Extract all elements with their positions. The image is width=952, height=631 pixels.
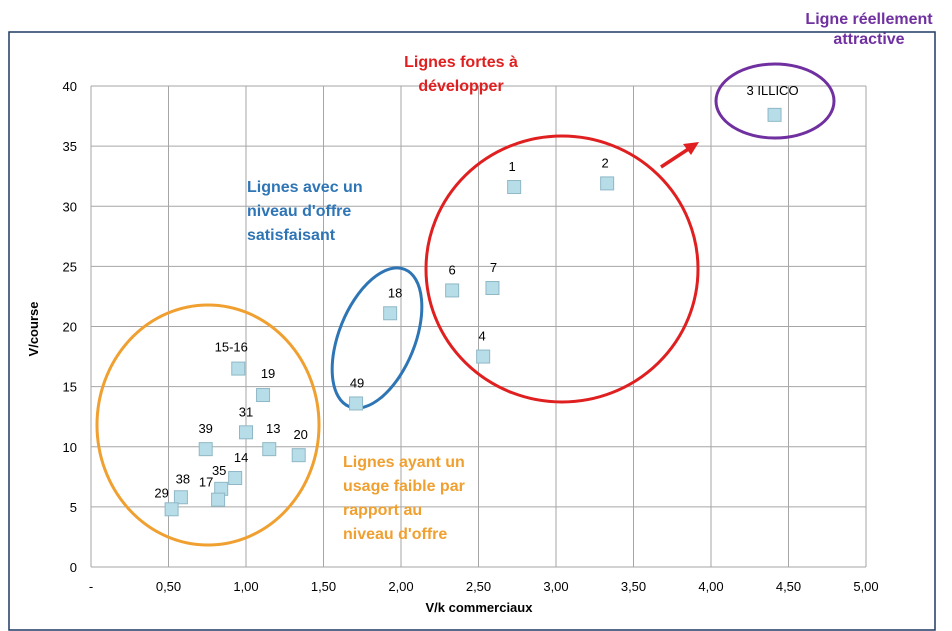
data-point-marker — [164, 502, 179, 517]
y-tick-label: 30 — [63, 199, 77, 214]
group-orange-ellipse — [95, 303, 321, 547]
x-tick-label: 3,00 — [543, 579, 568, 594]
annotation-line: Lignes avec un — [247, 179, 363, 196]
x-axis-title: V/k commerciaux — [426, 600, 534, 615]
data-point-marker — [256, 388, 271, 403]
data-point-label: 39 — [198, 421, 212, 436]
annotation-attractive: Ligne réellement attractive — [805, 11, 933, 48]
x-tick-label: 4,50 — [776, 579, 801, 594]
data-point-marker — [767, 107, 782, 122]
data-point-label: 19 — [261, 366, 275, 381]
x-tick-label: - — [89, 579, 93, 594]
data-point-label: 13 — [266, 421, 280, 436]
data-point-marker — [173, 490, 188, 505]
annotation-line: niveau d'offre — [343, 526, 447, 543]
y-tick-label: 35 — [63, 139, 77, 154]
data-point-marker — [239, 425, 253, 440]
x-tick-label: 2,00 — [388, 579, 413, 594]
data-point-marker — [507, 180, 522, 195]
data-point-marker — [231, 361, 246, 376]
data-point-marker — [211, 492, 226, 507]
y-tick-labels: 0 5 10 15 20 25 30 35 40 — [63, 79, 77, 575]
chart-border — [8, 31, 936, 631]
upgrade-arrow-head — [683, 142, 699, 155]
annotation-line: Ligne réellement — [805, 11, 933, 28]
y-tick-label: 25 — [63, 259, 77, 274]
data-point-marker — [349, 396, 364, 411]
data-point-label: 2 — [602, 155, 609, 170]
annotation-line: rapport au — [343, 502, 422, 519]
data-point-label: 14 — [234, 450, 248, 465]
annotation-line: développer — [418, 78, 503, 95]
annotation-line: niveau d'offre — [247, 203, 351, 220]
y-axis-title: V/course — [26, 302, 41, 357]
data-point-label: 38 — [176, 471, 190, 486]
y-tick-label: 15 — [63, 380, 77, 395]
group-outlines — [95, 62, 836, 547]
data-point-label: 6 — [449, 262, 456, 277]
group-purple-ellipse — [714, 62, 836, 140]
data-point-label: 17 — [199, 475, 213, 490]
data-point-label: 31 — [239, 404, 253, 419]
data-point-marker — [485, 281, 500, 296]
y-tick-label: 0 — [70, 560, 77, 575]
data-point-label: 49 — [350, 375, 364, 390]
data-point-label: 7 — [490, 260, 497, 275]
x-tick-labels: - 0,50 1,00 1,50 2,00 2,50 3,00 3,50 4,00 4,50 5,0… — [89, 579, 879, 594]
annotation-line: attractive — [833, 31, 904, 48]
data-point-label: 3 ILLICO — [747, 83, 799, 98]
data-point-label: 1 — [509, 159, 516, 174]
grid — [90, 85, 867, 568]
x-tick-label: 0,50 — [156, 579, 181, 594]
y-tick-label: 5 — [70, 500, 77, 515]
data-point-marker — [228, 471, 243, 486]
x-tick-label: 3,50 — [621, 579, 646, 594]
x-tick-label: 1,50 — [311, 579, 336, 594]
x-tick-label: 5,00 — [853, 579, 878, 594]
data-point-marker — [262, 442, 277, 457]
data-point-label: 4 — [479, 329, 486, 344]
data-point-marker — [383, 306, 398, 321]
data-point-label: 15-16 — [215, 340, 248, 355]
data-point-marker — [198, 442, 213, 457]
data-point-label: 18 — [388, 285, 402, 300]
annotation-strong: Lignes fortes à développer — [404, 54, 518, 95]
annotation-line: satisfaisant — [247, 227, 336, 244]
x-tick-label: 2,50 — [466, 579, 491, 594]
x-tick-label: 4,00 — [698, 579, 723, 594]
x-tick-label: 1,00 — [233, 579, 258, 594]
annotation-line: Lignes ayant un — [343, 454, 465, 471]
y-tick-label: 20 — [63, 320, 77, 335]
group-red-ellipse — [424, 134, 700, 404]
annotation-line: usage faible par — [343, 478, 465, 495]
annotations: Ligne réellement attractive Lignes fortes … — [247, 11, 933, 543]
data-point-marker — [600, 176, 615, 191]
annotation-line: Lignes fortes à — [404, 54, 518, 71]
y-tick-label: 10 — [63, 440, 77, 455]
data-point-marker — [291, 448, 306, 463]
data-point-marker — [476, 349, 491, 364]
data-point-marker — [445, 283, 460, 298]
annotation-weak: Lignes ayant un usage faible par rapport a… — [343, 454, 465, 543]
data-point-label: 29 — [154, 485, 168, 500]
y-tick-label: 40 — [63, 79, 77, 94]
data-point-label: 20 — [293, 427, 307, 442]
data-point-label: 35 — [212, 463, 226, 478]
annotation-satisfying: Lignes avec un niveau d'offre satisfaisant — [247, 179, 363, 244]
